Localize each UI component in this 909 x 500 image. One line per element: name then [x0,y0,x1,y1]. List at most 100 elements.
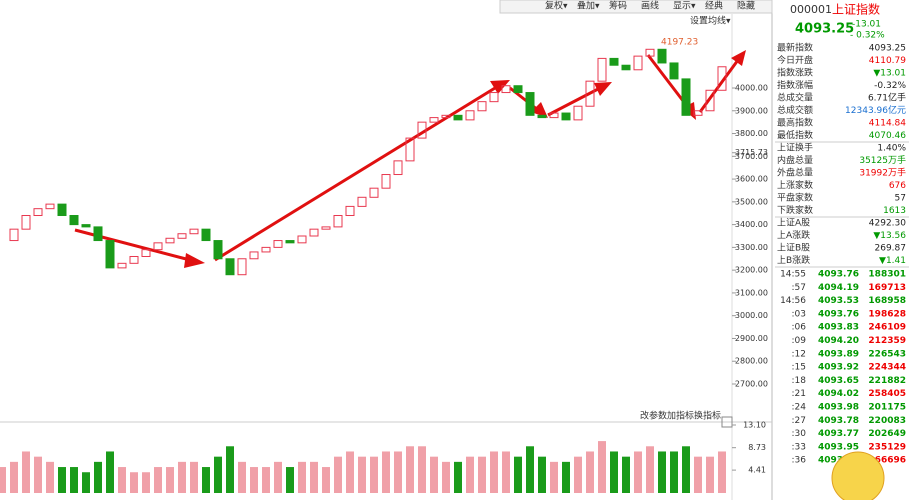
tick-volume: 246109 [868,323,906,333]
tick-time: :57 [792,283,806,293]
tick-volume: 198628 [868,309,906,319]
tick-volume: 226543 [868,349,906,359]
tick-time: :06 [792,323,807,333]
tick-price: 4093.89 [818,349,859,359]
candle [81,224,91,228]
tick-time: :24 [792,403,807,413]
toolbar-button[interactable]: 显示▾ [673,1,696,12]
volume-bar [406,446,414,493]
volume-bar [586,451,594,493]
volume-bar [262,467,270,493]
candle [57,203,67,217]
volume-bar [46,461,54,493]
tick-price: 4093.83 [818,323,859,333]
toolbar-button[interactable]: 画线 [641,0,659,12]
volume-bar [646,446,654,493]
info-value: ▼13.01 [873,69,906,79]
info-value: 12343.96亿元 [845,104,906,116]
toolbar-button[interactable]: 筹码 [609,0,627,12]
volume-bar [82,472,90,493]
tick-volume: 168958 [868,296,906,306]
volume-bar [598,441,606,493]
candle [417,121,427,139]
volume-bar [10,461,18,493]
candle [69,215,79,226]
candle [441,114,451,119]
tick-time: :18 [792,376,807,386]
candle [477,101,487,112]
stock-name: 上证指数 [832,2,880,17]
tick-time: 14:55 [780,270,806,280]
tick-price: 4093.98 [818,403,859,413]
tick-time: :36 [792,456,807,466]
info-value: 4093.25 [869,44,906,54]
change: -13.01 [852,20,881,30]
indicator-button[interactable]: 换指标 [694,410,721,422]
volume-bar [658,451,666,493]
candle [273,240,283,248]
change-pct: - 0.32% [850,31,885,41]
y-tick-label: 3100.00 [735,288,768,297]
indicator-button[interactable]: 加指标 [667,410,694,422]
candle [369,187,379,198]
y-tick-label: 3000.00 [735,311,768,320]
info-value: 4114.84 [869,119,906,129]
volume-bar [574,456,582,493]
volume-bar [370,456,378,493]
volume-bar [718,451,726,493]
tick-time: :21 [792,389,806,399]
candle [681,78,691,116]
tick-price: 4094.19 [818,283,859,293]
tick-price: 4093.77 [818,429,859,439]
candle [717,66,727,91]
indicator-button[interactable]: 改参数 [640,410,667,422]
volume-bar [526,446,534,493]
close-indicator[interactable] [721,416,733,428]
toolbar-button[interactable]: 叠加▾ [577,1,600,12]
info-label: 指数涨幅 [777,79,813,91]
volume-bar [478,456,486,493]
volume-bar [22,451,30,493]
tick-volume: 201175 [868,403,906,413]
info-value: 4110.79 [869,56,906,66]
candle [657,48,667,64]
candle [525,92,535,116]
tick-volume: 188301 [868,270,906,280]
info-value: -0.32% [874,81,906,91]
toolbar-button[interactable]: 隐藏 [737,0,755,12]
volume-bar [682,446,690,493]
toolbar [499,0,773,14]
toolbar-button[interactable]: 复权▾ [545,0,568,12]
volume-bar [70,467,78,493]
candle [345,205,355,217]
tick-price: 4093.76 [818,270,859,280]
candle [321,226,331,230]
info-label: 内盘总量 [777,154,813,166]
candle [333,215,343,228]
volume-bar [154,467,162,493]
volume-bar [466,456,474,493]
info-value: 676 [889,181,906,191]
candle [357,196,367,207]
volume-bar [634,451,642,493]
candle [393,160,403,176]
candle [213,240,223,260]
info-value: 31992万手 [859,167,906,179]
ma-setting[interactable]: 设置均线▾ [690,15,731,27]
info-value: ▼13.56 [873,231,906,241]
info-label: 上证A股 [777,218,810,229]
candle [129,255,139,264]
volume-bar [622,456,630,493]
candle [33,208,43,217]
y-tick-label: 3900.00 [735,106,768,115]
volume-bar [274,461,282,493]
tick-price: 4094.20 [818,336,859,346]
candle [597,57,607,82]
y-tick-label: 3200.00 [735,266,768,275]
tick-volume: 220083 [868,416,906,426]
candle [693,110,703,116]
volume-bar [202,467,210,493]
volume-tick-label: 4.41 [748,466,766,475]
toolbar-button[interactable]: 经典 [705,0,723,12]
